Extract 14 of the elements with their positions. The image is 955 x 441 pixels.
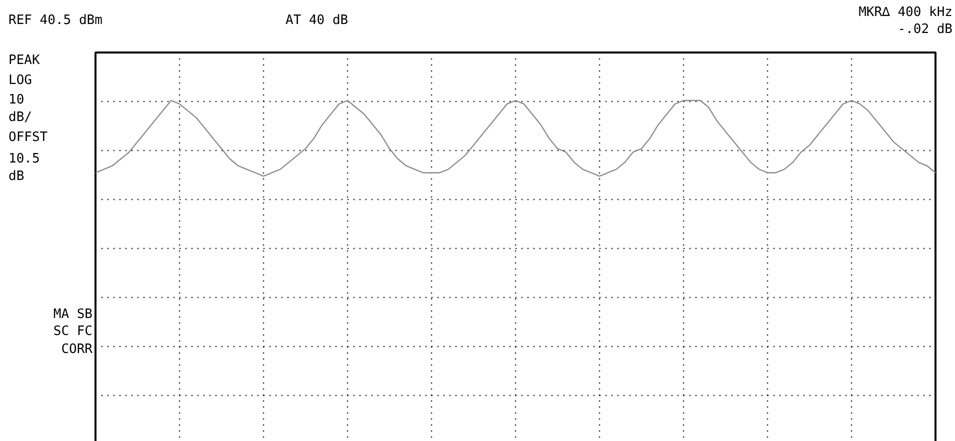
text: 10 [8,92,24,108]
text: OFFST [8,130,48,145]
text: SC FC [53,324,93,339]
text: 10.5 [8,152,40,166]
chart-title: REF 40.5 dBm [8,13,103,28]
text: LOG [8,73,32,88]
text: MA SB [53,307,93,322]
text: dB/ [8,110,32,125]
chart-subtitle: AT 40 dB [286,13,348,28]
text: CORR [61,342,93,357]
text: dB [8,169,24,184]
text: -.02 dB [898,22,953,37]
text: PEAK [8,53,40,68]
text: MKR∆ 400 kHz [858,5,952,20]
